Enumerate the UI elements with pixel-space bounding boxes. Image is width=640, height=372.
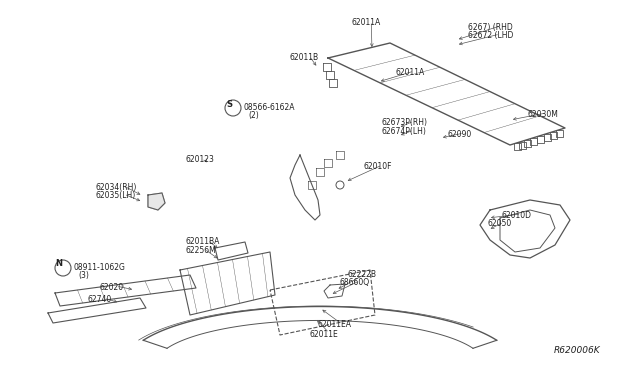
Text: 62035(LH): 62035(LH) — [95, 191, 135, 200]
Text: 62011E: 62011E — [310, 330, 339, 339]
Text: 62011A: 62011A — [352, 18, 381, 27]
Text: 62011B: 62011B — [290, 53, 319, 62]
Text: (2): (2) — [248, 111, 259, 120]
Text: 62011BA: 62011BA — [185, 237, 220, 246]
Text: 62010F: 62010F — [363, 162, 392, 171]
Text: 68660Q: 68660Q — [340, 278, 370, 287]
Text: 62020: 62020 — [100, 283, 124, 292]
Text: 62090: 62090 — [448, 130, 472, 139]
Text: N: N — [56, 260, 63, 269]
Text: R620006K: R620006K — [554, 346, 600, 355]
Text: 08911-1062G: 08911-1062G — [73, 263, 125, 272]
Text: 62673P(RH): 62673P(RH) — [382, 118, 428, 127]
Text: 62674P(LH): 62674P(LH) — [382, 127, 427, 136]
Text: 62011EA: 62011EA — [318, 320, 352, 329]
Text: (3): (3) — [78, 271, 89, 280]
Text: 08566-6162A: 08566-6162A — [243, 103, 294, 112]
Text: 62256M: 62256M — [185, 246, 216, 255]
Text: 62010D: 62010D — [502, 211, 532, 220]
Text: 62740: 62740 — [88, 295, 112, 304]
Polygon shape — [148, 193, 165, 210]
Text: 62050: 62050 — [488, 219, 512, 228]
Text: S: S — [226, 99, 232, 109]
Text: 620123: 620123 — [185, 155, 214, 164]
Text: 62011A: 62011A — [395, 68, 424, 77]
Text: 62222B: 62222B — [348, 270, 377, 279]
Text: 6267) (RHD: 6267) (RHD — [468, 23, 513, 32]
Text: 62034(RH): 62034(RH) — [95, 183, 136, 192]
Text: 62672 (LHD: 62672 (LHD — [468, 31, 513, 40]
Text: 62030M: 62030M — [527, 110, 558, 119]
